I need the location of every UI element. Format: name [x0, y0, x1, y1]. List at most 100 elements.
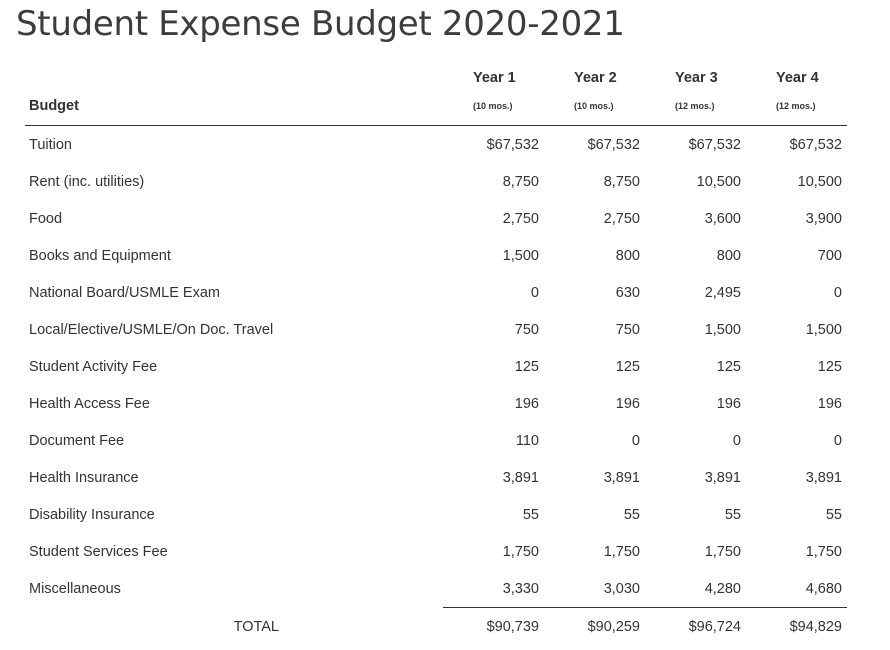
- year-2-value: 8,750: [603, 173, 640, 190]
- year-1-header: Year 1 (10 mos.): [443, 63, 544, 126]
- year-1-value: 3,891: [502, 469, 539, 486]
- year-1-months: (10 mos.): [473, 101, 513, 111]
- year-2-months: (10 mos.): [574, 101, 614, 111]
- row-label: Tuition: [29, 136, 72, 153]
- year-3-value: 3,600: [704, 210, 741, 227]
- year-3-value: 0: [732, 432, 741, 449]
- row-label: Health Insurance: [29, 469, 139, 486]
- table-row: Student Activity Fee 125 125 125 125: [25, 348, 847, 385]
- year-4-header: Year 4 (12 mos.): [746, 63, 847, 126]
- year-4-months: (12 mos.): [776, 101, 816, 111]
- year-3-value: 1,750: [704, 543, 741, 560]
- year-2-value: 125: [615, 358, 640, 375]
- year-2-value: 196: [615, 395, 640, 412]
- year-1-value: 110: [515, 432, 539, 449]
- year-4-value: 125: [817, 358, 842, 375]
- row-label: National Board/USMLE Exam: [29, 284, 220, 301]
- year-3-value: 4,280: [704, 580, 741, 597]
- budget-column-header: Budget: [29, 98, 79, 114]
- year-4-value: 4,680: [805, 580, 842, 597]
- table-row: Health Insurance 3,891 3,891 3,891 3,891: [25, 459, 847, 496]
- budget-table: Budget Year 1 (10 mos.) Year 2 (10 mos.)…: [25, 63, 847, 646]
- row-label: Miscellaneous: [29, 580, 121, 597]
- table-row: Student Services Fee 1,750 1,750 1,750 1…: [25, 533, 847, 570]
- year-3-value: 125: [716, 358, 741, 375]
- row-label: Student Activity Fee: [29, 358, 158, 375]
- year-4-value: $67,532: [789, 136, 842, 153]
- year-2-value: 0: [631, 432, 640, 449]
- table-row: Disability Insurance 55 55 55 55: [25, 496, 847, 533]
- year-1-value: 55: [522, 506, 539, 523]
- year-4-total: $94,829: [746, 607, 847, 646]
- year-2-value: 750: [615, 321, 640, 338]
- row-label: Local/Elective/USMLE/On Doc. Travel: [29, 321, 274, 338]
- year-3-value: 10,500: [696, 173, 741, 190]
- year-1-value: 0: [530, 284, 539, 301]
- year-1-value: 2,750: [502, 210, 539, 227]
- total-label: TOTAL: [233, 618, 279, 635]
- year-1-value: 3,330: [502, 580, 539, 597]
- year-4-value: 700: [817, 247, 842, 264]
- year-1-total: $90,739: [443, 607, 544, 646]
- year-1-value: $67,532: [486, 136, 539, 153]
- year-1-name: Year 1: [473, 70, 516, 86]
- budget-table-header: Budget Year 1 (10 mos.) Year 2 (10 mos.)…: [25, 63, 847, 126]
- year-3-value: 55: [724, 506, 741, 523]
- table-row: Food 2,750 2,750 3,600 3,900: [25, 200, 847, 237]
- year-3-value: $67,532: [688, 136, 741, 153]
- row-label: Document Fee: [29, 432, 125, 449]
- total-row: TOTAL $90,739 $90,259 $96,724 $94,829: [25, 607, 847, 646]
- year-2-name: Year 2: [574, 70, 617, 86]
- table-row: National Board/USMLE Exam 0 630 2,495 0: [25, 274, 847, 311]
- row-label: Health Access Fee: [29, 395, 150, 412]
- year-1-value: 125: [514, 358, 539, 375]
- year-3-name: Year 3: [675, 70, 718, 86]
- row-label: Books and Equipment: [29, 247, 171, 264]
- year-4-value: 55: [825, 506, 842, 523]
- year-3-value: 1,500: [704, 321, 741, 338]
- year-4-value: 0: [833, 432, 842, 449]
- year-1-value: 8,750: [502, 173, 539, 190]
- year-2-value: 2,750: [603, 210, 640, 227]
- year-4-name: Year 4: [776, 70, 819, 86]
- header-row: Budget Year 1 (10 mos.) Year 2 (10 mos.)…: [25, 63, 847, 126]
- year-3-value: 800: [716, 247, 741, 264]
- year-2-header: Year 2 (10 mos.): [544, 63, 645, 126]
- year-2-total: $90,259: [544, 607, 645, 646]
- year-3-months: (12 mos.): [675, 101, 715, 111]
- year-1-value: 196: [514, 395, 539, 412]
- table-row: Document Fee 110 0 0 0: [25, 422, 847, 459]
- year-3-value: 2,495: [704, 284, 741, 301]
- table-row: Miscellaneous 3,330 3,030 4,280 4,680: [25, 570, 847, 608]
- row-label: Food: [29, 210, 63, 227]
- table-row: Rent (inc. utilities) 8,750 8,750 10,500…: [25, 163, 847, 200]
- table-row: Health Access Fee 196 196 196 196: [25, 385, 847, 422]
- table-row: Tuition $67,532 $67,532 $67,532 $67,532: [25, 126, 847, 164]
- year-3-total: $96,724: [645, 607, 746, 646]
- row-label: Disability Insurance: [29, 506, 155, 523]
- year-1-value: 750: [514, 321, 539, 338]
- year-4-value: 1,750: [805, 543, 842, 560]
- year-3-value: 196: [716, 395, 741, 412]
- year-4-value: 3,900: [805, 210, 842, 227]
- year-2-value: 55: [623, 506, 640, 523]
- year-1-value: 1,750: [502, 543, 539, 560]
- year-4-value: 196: [817, 395, 842, 412]
- year-4-value: 1,500: [805, 321, 842, 338]
- year-4-value: 10,500: [797, 173, 842, 190]
- year-3-header: Year 3 (12 mos.): [645, 63, 746, 126]
- table-row: Local/Elective/USMLE/On Doc. Travel 750 …: [25, 311, 847, 348]
- year-4-value: 3,891: [805, 469, 842, 486]
- row-label: Student Services Fee: [29, 543, 168, 560]
- year-2-value: 3,030: [603, 580, 640, 597]
- budget-table-body: Tuition $67,532 $67,532 $67,532 $67,532 …: [25, 126, 847, 646]
- row-label: Rent (inc. utilities): [29, 173, 145, 190]
- year-2-value: 3,891: [603, 469, 640, 486]
- year-1-value: 1,500: [502, 247, 539, 264]
- table-row: Books and Equipment 1,500 800 800 700: [25, 237, 847, 274]
- page-title: Student Expense Budget 2020-2021: [16, 4, 625, 44]
- year-4-value: 0: [833, 284, 842, 301]
- year-2-value: 800: [615, 247, 640, 264]
- year-2-value: $67,532: [587, 136, 640, 153]
- year-2-value: 1,750: [603, 543, 640, 560]
